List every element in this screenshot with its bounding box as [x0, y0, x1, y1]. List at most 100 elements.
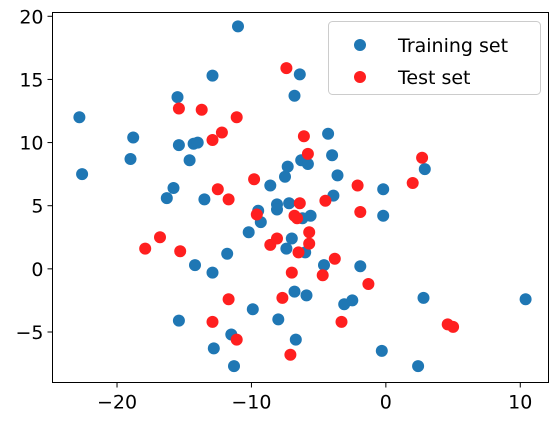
training-point-31 — [283, 197, 296, 210]
training-point-0 — [73, 111, 86, 124]
training-point-14 — [206, 69, 219, 82]
y-tick-label--5: −5 — [15, 322, 43, 344]
test-point-28 — [303, 237, 316, 250]
training-point-55 — [418, 163, 431, 176]
test-point-26 — [301, 147, 314, 160]
test-point-35 — [362, 278, 375, 290]
legend-marker-training — [354, 39, 366, 51]
training-point-50 — [375, 344, 388, 357]
training-point-49 — [354, 260, 367, 273]
training-point-46 — [331, 169, 344, 182]
test-point-16 — [271, 232, 283, 245]
training-point-52 — [377, 209, 390, 222]
y-tick-label-15: 15 — [19, 69, 43, 91]
training-point-4 — [160, 192, 173, 205]
test-point-34 — [354, 206, 367, 218]
training-point-40 — [301, 158, 314, 170]
test-point-4 — [195, 103, 208, 116]
test-point-33 — [351, 179, 364, 192]
training-point-15 — [206, 266, 219, 279]
training-point-6 — [171, 91, 184, 104]
training-point-28 — [272, 313, 285, 326]
axes-frame — [52, 12, 549, 383]
training-point-56 — [519, 293, 532, 306]
test-point-22 — [291, 212, 304, 225]
training-point-51 — [377, 183, 390, 196]
training-point-17 — [221, 247, 234, 260]
training-point-5 — [167, 182, 180, 194]
points-layer — [73, 20, 532, 373]
x-tick-label--10: −10 — [231, 392, 271, 414]
test-point-5 — [206, 134, 219, 146]
test-point-8 — [222, 193, 235, 206]
ticks-layer: −20 −10 0 10 −5 0 5 10 15 20 — [15, 6, 532, 413]
training-point-39 — [300, 289, 313, 302]
training-point-48 — [346, 294, 359, 307]
test-point-9 — [222, 293, 235, 306]
y-tick-label-10: 10 — [19, 133, 43, 155]
test-point-10 — [230, 111, 243, 124]
test-point-30 — [319, 194, 332, 207]
test-point-13 — [248, 173, 261, 186]
training-point-20 — [232, 20, 244, 33]
training-point-7 — [172, 139, 185, 152]
legend-label-test: Test set — [397, 67, 471, 89]
training-point-25 — [264, 179, 277, 192]
training-point-13 — [198, 193, 211, 206]
training-point-35 — [289, 333, 302, 346]
training-point-44 — [326, 149, 339, 162]
test-point-23 — [292, 246, 305, 259]
test-point-36 — [406, 177, 419, 189]
training-point-22 — [246, 303, 259, 316]
training-point-57 — [280, 242, 293, 255]
test-point-32 — [335, 315, 348, 328]
test-point-25 — [297, 130, 310, 143]
training-point-12 — [189, 259, 201, 272]
training-point-53 — [412, 360, 425, 373]
test-point-18 — [280, 62, 293, 75]
test-point-6 — [211, 183, 224, 196]
training-point-54 — [417, 291, 430, 304]
legend-label-training: Training set — [397, 35, 508, 57]
x-tick-label-10: 10 — [508, 392, 532, 414]
training-point-11 — [191, 136, 204, 149]
training-point-9 — [183, 154, 196, 167]
test-point-2 — [172, 102, 185, 115]
test-point-37 — [416, 151, 429, 164]
training-point-16 — [207, 342, 220, 355]
x-tick-label-0: 0 — [380, 392, 392, 414]
test-point-14 — [250, 208, 263, 221]
test-point-24 — [293, 197, 306, 210]
test-point-12 — [206, 315, 219, 328]
training-point-42 — [318, 259, 330, 272]
training-point-2 — [127, 131, 140, 144]
test-point-29 — [316, 269, 329, 282]
training-point-8 — [172, 314, 185, 327]
training-point-21 — [242, 226, 255, 239]
legend-box — [328, 21, 541, 95]
test-point-0 — [139, 242, 152, 255]
test-point-11 — [230, 333, 243, 346]
legend: Training set Test set — [328, 21, 541, 95]
training-point-27 — [271, 203, 283, 216]
training-point-33 — [288, 89, 301, 102]
legend-marker-test — [354, 71, 366, 83]
training-point-32 — [285, 232, 298, 245]
test-point-31 — [328, 252, 341, 265]
training-point-30 — [281, 160, 294, 173]
training-point-29 — [279, 170, 291, 183]
training-point-34 — [288, 285, 301, 298]
y-tick-label-5: 5 — [31, 196, 43, 218]
training-point-36 — [293, 68, 306, 81]
x-tick-label--20: −20 — [97, 392, 137, 414]
test-point-1 — [154, 231, 166, 244]
y-tick-label-20: 20 — [19, 6, 43, 28]
test-point-39 — [447, 320, 460, 333]
training-point-43 — [322, 127, 335, 140]
training-point-19 — [228, 360, 240, 373]
training-point-3 — [124, 153, 137, 165]
test-point-17 — [276, 291, 289, 304]
test-point-19 — [284, 348, 297, 361]
y-tick-label-0: 0 — [31, 259, 43, 281]
test-point-3 — [174, 245, 187, 258]
